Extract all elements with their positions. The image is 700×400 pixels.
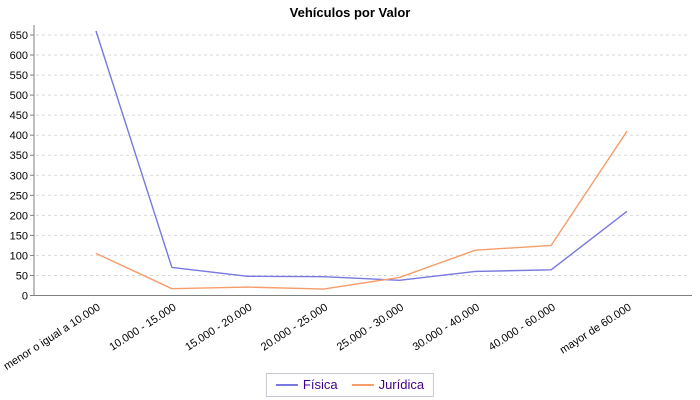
y-tick-label: 50 bbox=[16, 270, 28, 282]
legend-label-fisica: Física bbox=[302, 377, 338, 392]
y-tick-label: 650 bbox=[10, 30, 28, 42]
y-tick-label: 300 bbox=[10, 170, 28, 182]
y-tick-label: 250 bbox=[10, 190, 28, 202]
y-tick-label: 600 bbox=[10, 50, 28, 62]
chart-title: Vehículos por Valor bbox=[289, 5, 411, 20]
x-category-label: 30.000 - 40.000 bbox=[411, 301, 482, 353]
x-category-label: 15.000 - 20.000 bbox=[183, 301, 254, 353]
juridica-line-swatch bbox=[351, 383, 374, 386]
y-tick-label: 200 bbox=[10, 210, 28, 222]
y-tick-label: 400 bbox=[10, 130, 28, 142]
legend-item-fisica: Física bbox=[275, 377, 338, 392]
y-tick-label: 150 bbox=[10, 230, 28, 242]
series-line-juridica bbox=[95, 130, 628, 290]
x-category-label: 40.000 - 60.000 bbox=[487, 301, 558, 353]
y-tick-label: 350 bbox=[10, 150, 28, 162]
y-tick-label: 500 bbox=[10, 90, 28, 102]
x-category-label: mayor de 60.000 bbox=[558, 301, 634, 356]
y-tick-label: 100 bbox=[10, 250, 28, 262]
y-tick-label: 450 bbox=[10, 110, 28, 122]
y-tick-label: 0 bbox=[22, 291, 28, 303]
x-category-label: 20.000 - 25.000 bbox=[259, 301, 330, 353]
legend-label-juridica: Jurídica bbox=[378, 377, 425, 392]
x-category-label: menor o igual a 10.000 bbox=[2, 301, 103, 372]
legend: Física Jurídica bbox=[265, 373, 435, 397]
x-category-label: 25.000 - 30.000 bbox=[335, 301, 406, 353]
x-category-label: 10.000 - 15.000 bbox=[107, 301, 178, 353]
fisica-line-swatch bbox=[275, 383, 298, 386]
y-tick-label: 550 bbox=[10, 70, 28, 82]
series-line-fisica bbox=[95, 30, 628, 281]
legend-item-juridica: Jurídica bbox=[351, 377, 425, 392]
